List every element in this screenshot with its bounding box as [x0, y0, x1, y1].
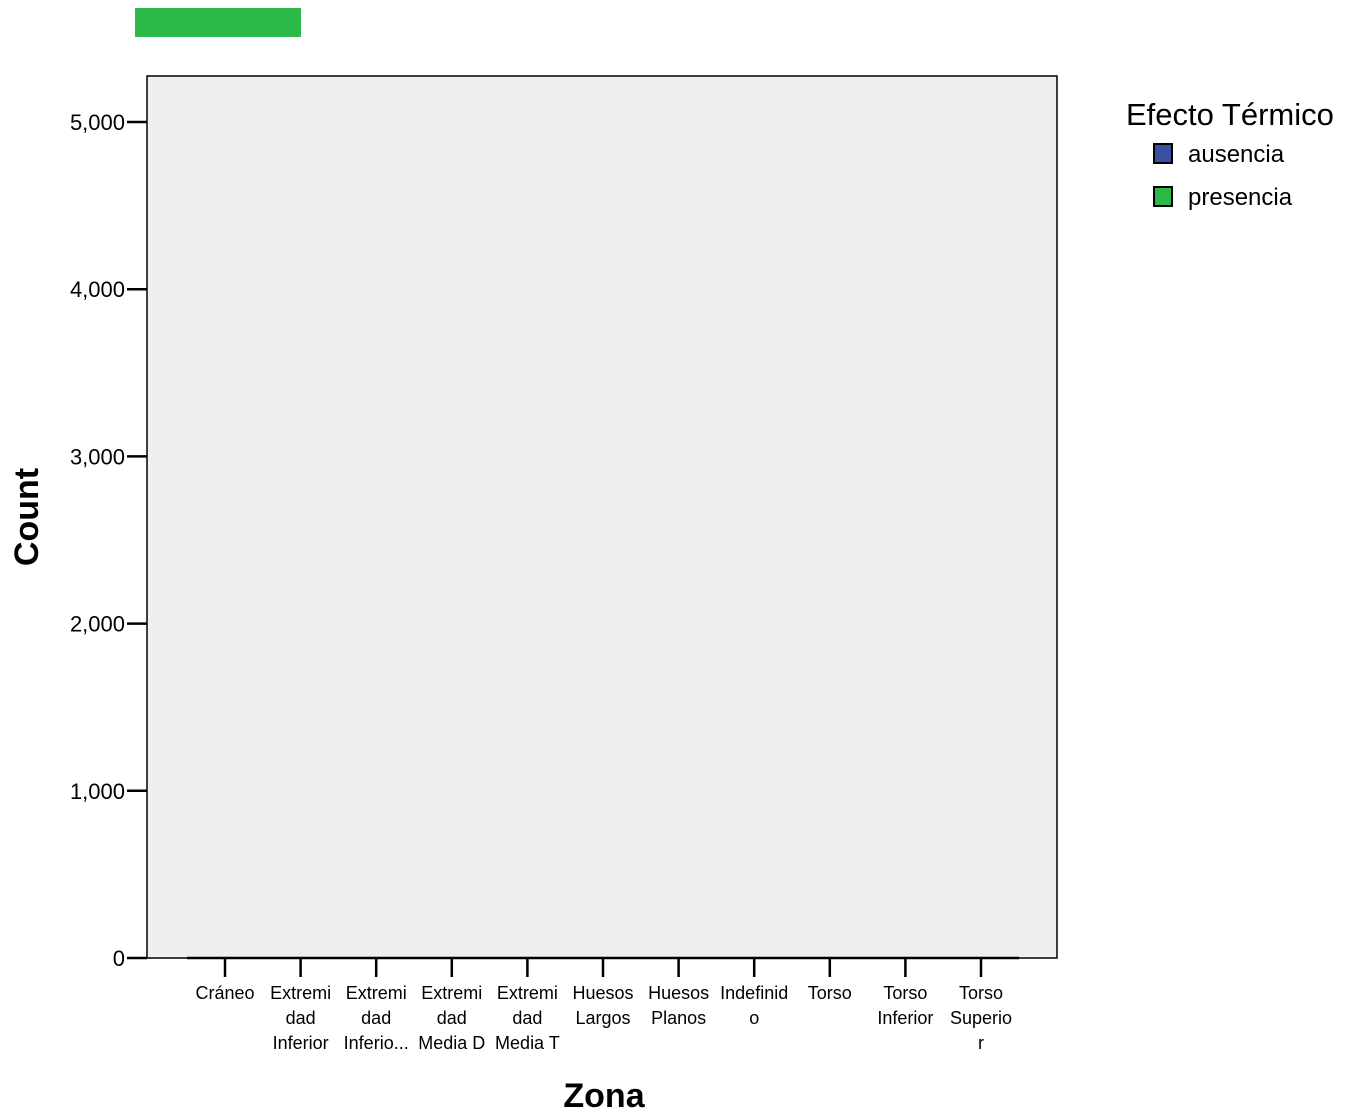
x-tick-label: Torso Superio r	[950, 983, 1012, 1053]
y-tick-label: 1,000	[70, 779, 125, 804]
legend-swatch-presencia	[1153, 186, 1173, 207]
plot-area	[146, 75, 1058, 959]
y-tick-label: 0	[113, 946, 125, 971]
legend-swatch-ausencia	[1153, 143, 1173, 164]
y-tick-label: 2,000	[70, 612, 125, 637]
x-tick-label: Torso Inferior	[877, 983, 933, 1028]
legend-label-presencia: presencia	[1188, 184, 1293, 211]
top-color-swatch	[135, 8, 301, 37]
x-tick-label: Extremi dad Media D	[418, 983, 485, 1053]
legend-label-ausencia: ausencia	[1188, 141, 1285, 168]
x-tick-label: Huesos Largos	[572, 983, 633, 1028]
x-tick-label: Indefinid o	[720, 983, 788, 1028]
y-tick-label: 5,000	[70, 110, 125, 135]
legend: Efecto Térmico ausencia presencia	[1126, 97, 1334, 211]
y-axis: 0 1,000 2,000 3,000 4,000 5,000	[70, 110, 147, 971]
x-axis-title: Zona	[563, 1077, 645, 1113]
x-tick-label: Extremi dad Inferior	[270, 983, 331, 1053]
x-tick-label: Extremi dad Media T	[495, 983, 560, 1053]
x-tick-label: Cráneo	[195, 983, 254, 1003]
x-tick-label: Huesos Planos	[648, 983, 709, 1028]
legend-title: Efecto Térmico	[1126, 97, 1334, 132]
x-tick-label: Torso	[808, 983, 852, 1003]
y-axis-title: Count	[8, 468, 46, 566]
y-tick-label: 3,000	[70, 444, 125, 469]
y-tick-label: 4,000	[70, 277, 125, 302]
x-tick-label: Extremi dad Inferio...	[344, 983, 409, 1053]
